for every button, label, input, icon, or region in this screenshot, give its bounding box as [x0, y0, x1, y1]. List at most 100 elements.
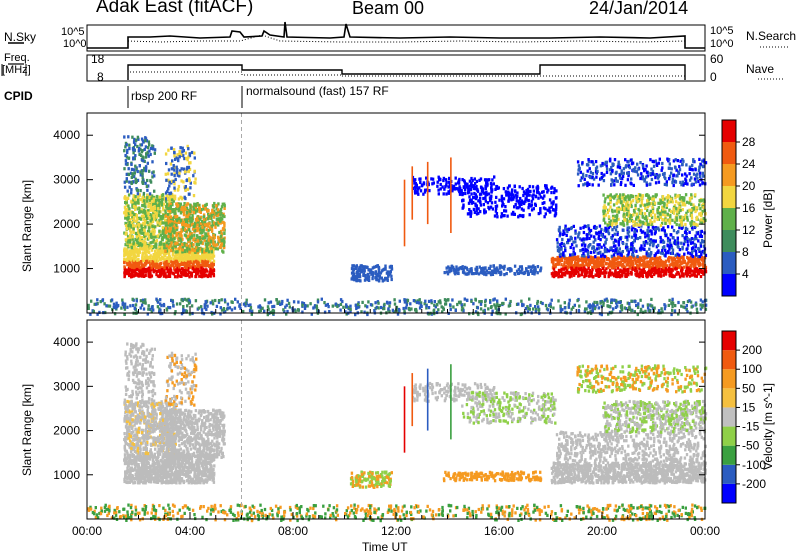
scatter-cell — [490, 190, 493, 194]
scatter-cell — [455, 265, 458, 269]
scatter-cell — [132, 258, 136, 262]
scatter-cell — [462, 203, 465, 207]
scatter-cell — [617, 261, 621, 265]
scatter-cell — [649, 229, 652, 233]
scatter-cell — [171, 246, 174, 250]
scatter-cell — [146, 223, 149, 227]
scatter-cell — [167, 187, 170, 191]
scatter-cell — [371, 274, 375, 278]
scatter-cell — [134, 180, 138, 185]
scatter-cell — [626, 231, 629, 235]
scatter-cell — [480, 267, 483, 271]
scatter-cell — [623, 256, 627, 260]
scatter-cell — [200, 275, 204, 279]
scatter-cell — [570, 266, 573, 270]
date-title: 24/Jan/2014 — [589, 0, 689, 18]
scatter-cell — [174, 256, 177, 261]
scatter-cell — [152, 195, 156, 199]
scatter-cell — [132, 223, 135, 228]
scatter-cell — [150, 266, 153, 270]
scatter-cell — [616, 266, 620, 270]
scatter-cell — [132, 230, 135, 234]
scatter-cell — [374, 270, 377, 274]
scatter-cell — [223, 204, 226, 208]
scatter-cell — [502, 197, 506, 201]
scatter-cell — [560, 269, 563, 273]
scatter-cell — [168, 229, 172, 233]
scatter-cell — [431, 177, 435, 181]
scatter-cell — [496, 186, 499, 190]
scatter-cell — [666, 250, 670, 255]
scatter-cell — [154, 245, 158, 249]
scatter-cell — [135, 138, 138, 142]
scatter-cell — [128, 235, 132, 239]
scatter-cell — [161, 238, 164, 242]
scatter-cell — [133, 256, 136, 260]
scatter-cell — [502, 187, 506, 191]
scatter-cell — [373, 265, 376, 269]
scatter-cell — [188, 216, 191, 220]
scatter-cell — [186, 187, 190, 191]
scatter-cell — [512, 195, 516, 199]
scatter-cell — [136, 254, 140, 258]
scatter-cell — [550, 201, 553, 205]
scatter-cell — [148, 192, 152, 196]
scatter-cell — [671, 260, 674, 265]
scatter-cell — [201, 234, 204, 238]
scatter-cell — [618, 263, 622, 267]
freq-panel — [1, 54, 784, 82]
scatter-cell — [188, 178, 191, 182]
scatter-cell — [639, 247, 643, 251]
scatter-cell — [607, 202, 610, 206]
scatter-cell — [194, 204, 198, 208]
scatter-cell — [167, 234, 170, 238]
scatter-cell — [168, 255, 171, 259]
scatter-cell — [479, 203, 483, 207]
scatter-cell — [167, 213, 170, 217]
scatter-cell — [166, 172, 170, 176]
scatter-cell — [483, 272, 486, 276]
scatter-cell — [137, 243, 140, 247]
scatter-cell — [145, 184, 149, 188]
scatter-cell — [142, 247, 146, 251]
scatter-cell — [126, 148, 129, 152]
scatter-cell — [374, 264, 378, 269]
scatter-cell — [131, 211, 134, 215]
scatter-cell — [460, 267, 463, 271]
scatter-cell — [561, 272, 564, 276]
scatter-cell — [445, 181, 448, 185]
scatter-cell — [185, 218, 188, 222]
scatter-cell — [171, 159, 174, 163]
scatter-cell — [164, 152, 168, 156]
scatter-cell — [155, 204, 158, 208]
scatter-cell — [196, 268, 200, 272]
scatter-cell — [153, 205, 156, 209]
scatter-cell — [137, 237, 140, 241]
scatter-cell — [663, 232, 667, 236]
scatter-cell — [180, 167, 183, 171]
scatter-cell — [645, 275, 648, 279]
scatter-cell — [207, 212, 210, 216]
scatter-cell — [473, 195, 476, 199]
scatter-cell — [531, 271, 534, 275]
scatter-cell — [522, 208, 525, 212]
scatter-cell — [169, 227, 173, 231]
scatter-cell — [194, 274, 197, 279]
scatter-cell — [146, 152, 149, 156]
scatter-cell — [503, 273, 506, 277]
scatter-cell — [164, 234, 167, 238]
scatter-cell — [473, 191, 476, 196]
scatter-cell — [170, 198, 174, 202]
scatter-cell — [560, 245, 563, 249]
scatter-cell — [566, 268, 569, 272]
scatter-cell — [158, 242, 161, 246]
scatter-cell — [377, 278, 381, 282]
scatter-cell — [617, 271, 621, 275]
scatter-cell — [694, 259, 697, 263]
scatter-cell — [164, 214, 167, 218]
scatter-cell — [585, 237, 588, 241]
scatter-cell — [490, 269, 494, 273]
scatter-cell — [507, 194, 511, 198]
scatter-cell — [629, 214, 632, 218]
scatter-cell — [602, 271, 605, 275]
